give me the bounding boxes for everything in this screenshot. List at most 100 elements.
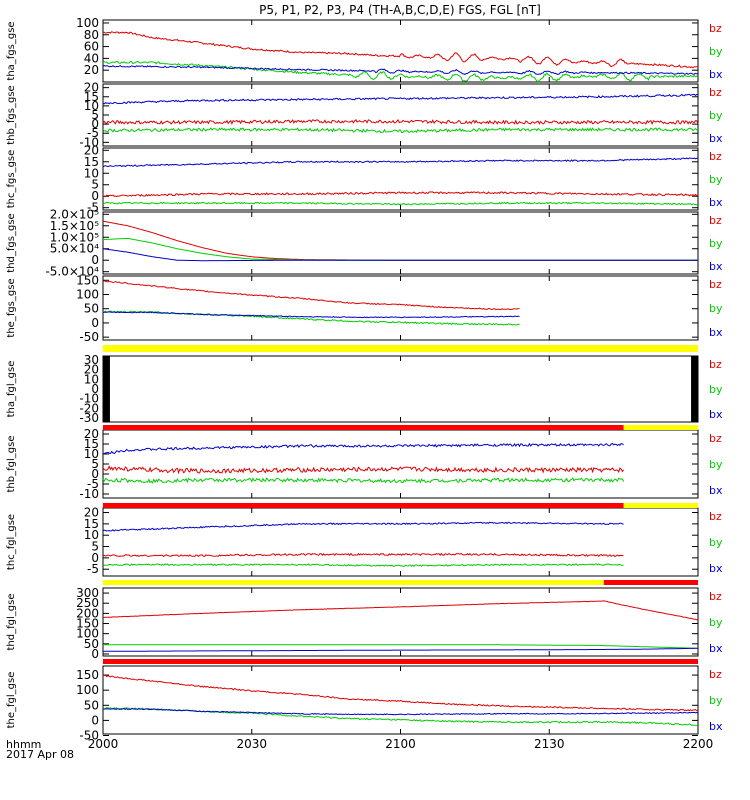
legend-bx: bx (709, 260, 723, 273)
series-by (102, 563, 624, 567)
series-by (102, 60, 699, 83)
series-bx (102, 248, 698, 262)
data-gap-bar (691, 356, 698, 422)
ytick-label: 0 (91, 551, 99, 565)
x-axis-label-date: 2017 Apr 08 (6, 748, 74, 761)
x-axis: 2000 2030 2100 2130 2200 (88, 737, 714, 751)
ytick-label: 20 (84, 63, 99, 77)
xtick-label: 2130 (534, 737, 565, 751)
ytick-label: 0 (91, 117, 99, 131)
legend-bz: bz (709, 22, 722, 35)
ytick-label: 15 (84, 155, 99, 169)
series-bx (102, 311, 520, 319)
ytick-label: 10 (84, 528, 99, 542)
ytick-label: 10 (84, 166, 99, 180)
legend-bx: bx (709, 408, 723, 421)
series-bz (102, 31, 699, 69)
ytick-label: 0 (91, 189, 99, 203)
series-bz (102, 600, 698, 621)
ytick-label: 5 (91, 457, 99, 471)
status-bar (103, 659, 698, 664)
ytick-label: 20 (84, 427, 99, 441)
legend-bx: bx (709, 196, 723, 209)
legend-by: by (709, 173, 723, 186)
series-bx (102, 708, 699, 716)
status-segment (103, 580, 604, 585)
series-by (102, 237, 698, 261)
legend-bx: bx (709, 132, 723, 145)
ytick-label: 15 (84, 90, 99, 104)
panel-ylabel: thc_fgs_gse (6, 150, 17, 209)
panel-ylabel: tha_fgs_gse (6, 21, 17, 80)
ytick-label: 300 (76, 586, 99, 600)
ytick-label: 100 (76, 683, 99, 697)
ytick-label: 20 (84, 81, 99, 95)
legend-bz: bz (709, 150, 722, 163)
ytick-label: 0 (91, 316, 99, 330)
panel-thd_fgs_gse: thd_fgs_gse -5.0×10⁴05.0×10⁴1.0×10⁵1.5×10… (6, 207, 723, 278)
panel-frame (102, 429, 699, 499)
ytick-label: 2.0×10⁵ (50, 207, 99, 221)
legend-by: by (709, 302, 723, 315)
xtick-label: 2100 (385, 737, 416, 751)
ytick-label: 30 (84, 353, 99, 367)
ytick-label: 5 (91, 540, 99, 554)
ytick-label: 150 (76, 273, 99, 287)
ytick-label: -50 (79, 729, 99, 743)
ytick-label: 150 (76, 668, 99, 682)
legend-bz: bz (709, 668, 722, 681)
legend-bx: bx (709, 484, 723, 497)
data-gap-bar (103, 356, 110, 422)
legend-bz: bz (709, 432, 722, 445)
status-segment (623, 503, 698, 508)
series-bz (102, 465, 624, 475)
legend-by: by (709, 109, 723, 122)
status-bar (103, 503, 698, 508)
ytick-label: 0 (91, 382, 99, 396)
status-segment (103, 425, 624, 430)
xtick-label: 2000 (88, 737, 119, 751)
status-bar (103, 345, 698, 352)
ytick-label: 5 (91, 178, 99, 192)
legend-by: by (709, 458, 723, 471)
series-bx (102, 157, 698, 168)
legend-bz: bz (709, 214, 722, 227)
ytick-label: 5 (91, 108, 99, 122)
panel-frame (102, 275, 699, 341)
series-by (102, 310, 520, 326)
ytick-label: -10 (79, 487, 99, 501)
series-bx (102, 93, 699, 105)
ytick-label: 0 (91, 647, 99, 661)
ytick-label: 1.0×10⁵ (50, 230, 99, 244)
ytick-label: 150 (76, 617, 99, 631)
panel-ylabel: the_fgs_gse (6, 278, 17, 337)
ytick-label: -5 (87, 562, 99, 576)
xtick-label: 2200 (683, 737, 714, 751)
ytick-label: 1.5×10⁵ (50, 219, 99, 233)
series-bx (102, 65, 699, 76)
status-segment (103, 345, 698, 352)
legend-bx: bx (709, 642, 723, 655)
ytick-label: -5 (87, 126, 99, 140)
series-bz (102, 118, 699, 126)
legend-bx: bx (709, 326, 723, 339)
series-by (102, 127, 699, 134)
ytick-label: 100 (76, 16, 99, 30)
ytick-label: -5.0×10⁴ (45, 265, 99, 279)
legend-by: by (709, 45, 723, 58)
series-bx (102, 442, 624, 455)
ytick-label: 200 (76, 606, 99, 620)
legend-by: by (709, 616, 723, 629)
ytick-label: 10 (84, 372, 99, 386)
ytick-label: 80 (84, 28, 99, 42)
ytick-label: -20 (79, 401, 99, 415)
ytick-label: 40 (84, 51, 99, 65)
